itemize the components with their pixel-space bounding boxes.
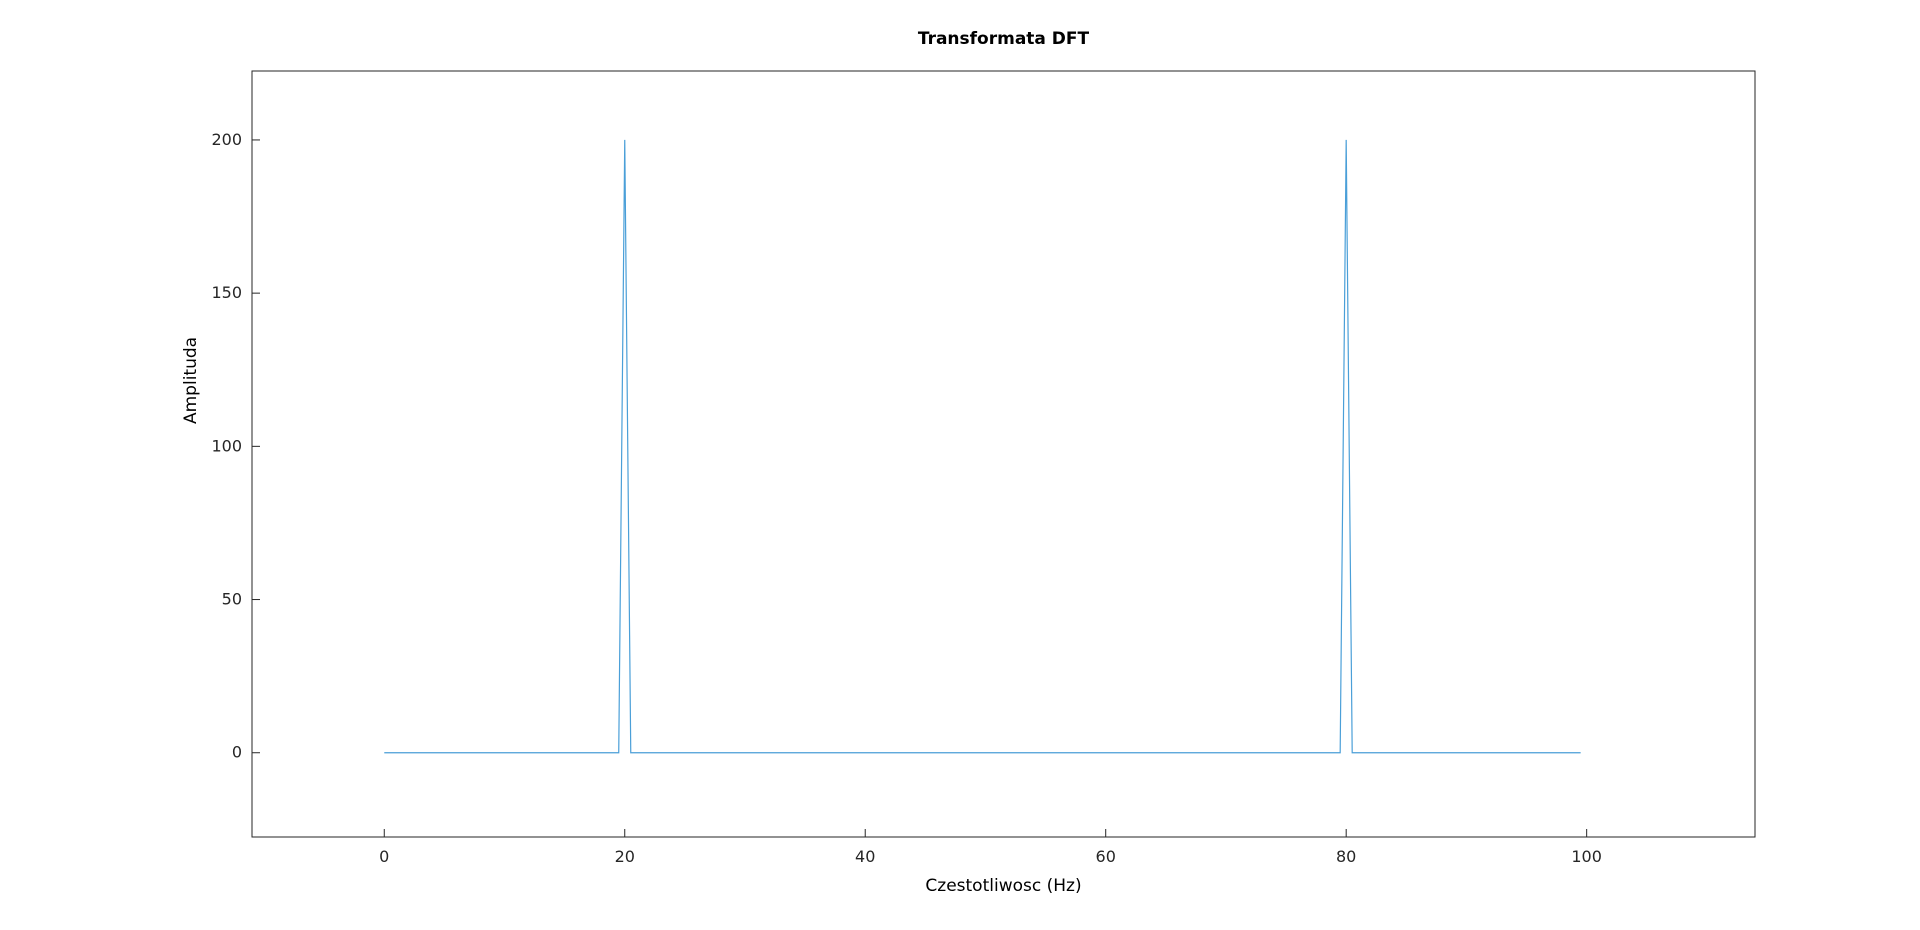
x-tick-label: 100 [1571,847,1602,866]
plot-area [251,70,1756,838]
y-tick-label: 100 [211,436,242,455]
y-axis: 0 50 100 150 200 [211,130,260,762]
y-tick-label: 150 [211,283,242,302]
y-tick-label: 200 [211,130,242,149]
y-tick-label: 50 [222,590,242,609]
x-tick-label: 0 [379,847,389,866]
x-tick-label: 60 [1096,847,1116,866]
series-line [384,139,1581,754]
y-tick-label: 0 [232,743,242,762]
x-tick-label: 40 [855,847,875,866]
x-tick-label: 20 [615,847,635,866]
x-tick-label: 80 [1336,847,1356,866]
x-axis-label: Czestotliwosc (Hz) [925,876,1081,896]
chart-title: Transformata DFT [918,29,1090,49]
y-axis-label: Amplituda [181,337,201,424]
x-axis: 0 20 40 60 80 100 [379,829,1602,866]
